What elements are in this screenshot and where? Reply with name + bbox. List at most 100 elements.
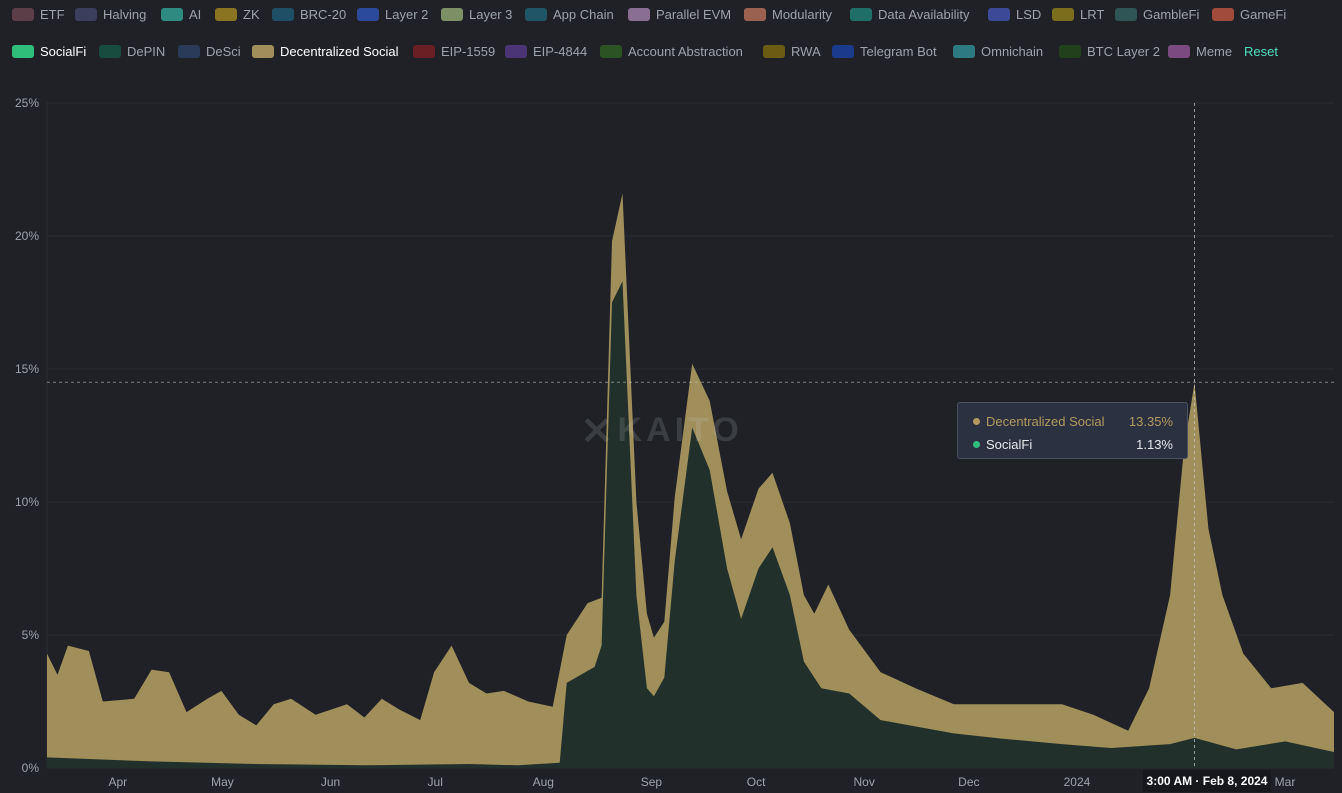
legend-item-decentralized-social[interactable]: Decentralized Social: [252, 39, 399, 63]
legend-item-account-abstraction[interactable]: Account Abstraction: [600, 39, 743, 63]
legend-swatch: [505, 44, 527, 58]
legend-label: Telegram Bot: [860, 43, 937, 59]
legend-item-ai[interactable]: AI: [161, 2, 201, 26]
legend-swatch: [441, 7, 463, 21]
legend-item-brc-20[interactable]: BRC-20: [272, 2, 346, 26]
legend-swatch: [1115, 7, 1137, 21]
legend-label: Layer 3: [469, 6, 513, 22]
legend-label: GambleFi: [1143, 6, 1200, 22]
legend-swatch: [744, 7, 766, 21]
legend-item-zk[interactable]: ZK: [215, 2, 260, 26]
legend-row-1: ETF Halving AI ZK BRC-20 Layer 2 Layer 3 App Ch…: [0, 2, 1342, 26]
legend-item-halving[interactable]: Halving: [75, 2, 146, 26]
y-tick-label: 25%: [15, 96, 39, 110]
legend-item-etf[interactable]: ETF: [12, 2, 65, 26]
tooltip-series-value: 1.13%: [1136, 436, 1173, 452]
legend-label: GameFi: [1240, 6, 1287, 22]
legend-item-rwa[interactable]: RWA: [763, 39, 821, 63]
series-dot-icon: [973, 440, 980, 448]
legend-item-btc-layer-2[interactable]: BTC Layer 2: [1059, 39, 1160, 63]
x-tick-label: Nov: [854, 775, 875, 789]
series-dot-icon: [973, 417, 980, 425]
legend-item-telegram-bot[interactable]: Telegram Bot: [832, 39, 937, 63]
crosshair-layer: [47, 103, 1334, 768]
legend-label: BTC Layer 2: [1087, 43, 1160, 59]
y-tick-label: 10%: [15, 495, 39, 509]
legend-label: ZK: [243, 6, 260, 22]
legend-row-2: SocialFi DePIN DeSci Decentralized Social EI…: [0, 39, 1342, 63]
legend-label: App Chain: [553, 6, 614, 22]
legend-item-lrt[interactable]: LRT: [1052, 2, 1104, 26]
legend-item-layer-3[interactable]: Layer 3: [441, 2, 512, 26]
legend-swatch: [12, 44, 34, 58]
y-tick-label: 5%: [22, 628, 40, 642]
legend-label: EIP-4844: [533, 43, 588, 59]
legend-label: Data Availability: [878, 6, 970, 22]
tooltip-series-name: SocialFi: [986, 436, 1033, 452]
tooltip-series-name: Decentralized Social: [986, 413, 1105, 429]
legend-label: DeSci: [206, 43, 241, 59]
legend-item-eip-4844[interactable]: EIP-4844: [505, 39, 587, 63]
x-tick-label: Dec: [958, 775, 979, 789]
legend-label: Modularity: [772, 6, 832, 22]
legend-swatch: [357, 7, 379, 21]
x-tick-label: Jul: [428, 775, 443, 789]
legend-swatch: [1168, 44, 1190, 58]
legend-label: Account Abstraction: [628, 43, 743, 59]
legend-swatch: [1212, 7, 1234, 21]
chart-tooltip: Decentralized Social 13.35% SocialFi 1.1…: [957, 402, 1188, 459]
legend-swatch: [1059, 44, 1081, 58]
legend-label: LRT: [1080, 6, 1105, 22]
legend-item-socialfi[interactable]: SocialFi: [12, 39, 86, 63]
legend-swatch: [1052, 7, 1074, 21]
watermark-text: KAITO: [617, 410, 743, 449]
legend-item-modularity[interactable]: Modularity: [744, 2, 832, 26]
legend-swatch: [988, 7, 1010, 21]
legend-item-eip-1559[interactable]: EIP-1559: [413, 39, 495, 63]
legend-swatch: [525, 7, 547, 21]
legend-swatch: [215, 7, 237, 21]
legend-item-meme[interactable]: Meme: [1168, 39, 1232, 63]
legend-item-lsd[interactable]: LSD: [988, 2, 1041, 26]
legend-label: Meme: [1196, 43, 1233, 59]
x-tick-label: Apr: [108, 775, 127, 789]
tooltip-row-decentralized-social: Decentralized Social 13.35%: [973, 412, 1173, 430]
legend-swatch: [953, 44, 975, 58]
legend-item-parallel-evm[interactable]: Parallel EVM: [628, 2, 731, 26]
legend-swatch: [75, 7, 97, 21]
y-tick-label: 20%: [15, 229, 39, 243]
legend-item-data-availability[interactable]: Data Availability: [850, 2, 970, 26]
reset-button[interactable]: Reset: [1244, 43, 1278, 59]
x-tick-label: Aug: [533, 775, 554, 789]
legend-label: LSD: [1016, 6, 1042, 22]
legend-label: Halving: [103, 6, 147, 22]
x-tick-label: Sep: [641, 775, 663, 789]
legend-swatch: [272, 7, 294, 21]
legend-label: Omnichain: [981, 43, 1044, 59]
y-tick-label: 15%: [15, 362, 39, 376]
legend-label: Decentralized Social: [280, 43, 399, 59]
legend-swatch: [178, 44, 200, 58]
kaito-watermark: ⨯ KAITO: [580, 408, 770, 452]
x-tick-label: May: [211, 775, 234, 789]
legend-item-gamefi[interactable]: GameFi: [1212, 2, 1286, 26]
legend-swatch: [99, 44, 121, 58]
legend-item-omnichain[interactable]: Omnichain: [953, 39, 1043, 63]
legend-item-desci[interactable]: DeSci: [178, 39, 241, 63]
legend-swatch: [628, 7, 650, 21]
hover-date-label: 3:00 AM · Feb 8, 2024: [1143, 770, 1271, 792]
legend-label: AI: [189, 6, 202, 22]
area-layer: [47, 193, 1334, 768]
legend-label: RWA: [791, 43, 821, 59]
legend-item-gamblefi[interactable]: GambleFi: [1115, 2, 1199, 26]
legend-swatch: [850, 7, 872, 21]
legend-item-layer-2[interactable]: Layer 2: [357, 2, 428, 26]
x-tick-label: Jun: [321, 775, 340, 789]
tooltip-series-value: 13.35%: [1128, 413, 1173, 429]
legend-item-app-chain[interactable]: App Chain: [525, 2, 614, 26]
legend-swatch: [12, 7, 34, 21]
legend-item-depin[interactable]: DePIN: [99, 39, 165, 63]
x-tick-label: Mar: [1275, 775, 1296, 789]
legend-label: EIP-1559: [441, 43, 496, 59]
